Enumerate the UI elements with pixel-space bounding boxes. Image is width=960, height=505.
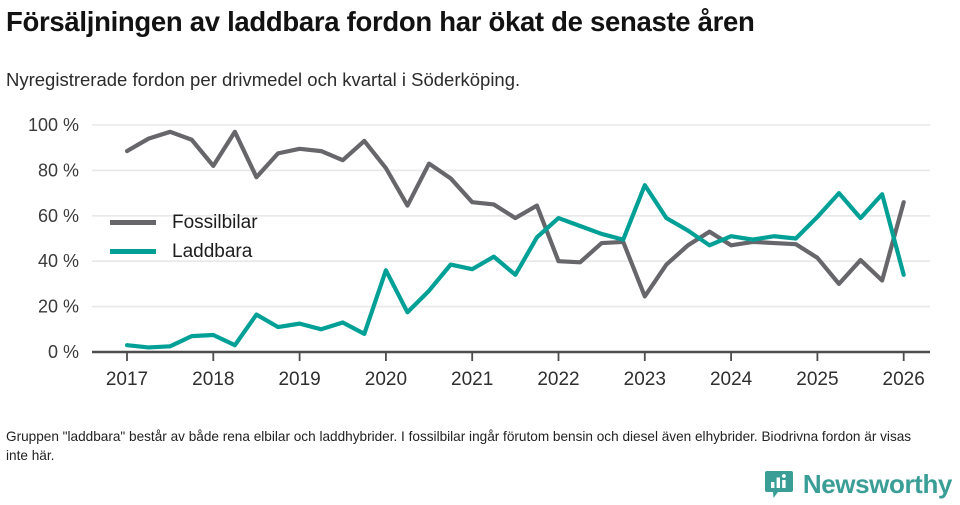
x-tick-label: 2024 (710, 369, 753, 390)
series-line-fossilbilar[interactable] (124, 129, 906, 299)
series-line-laddbara[interactable] (124, 183, 906, 350)
grid-lines (92, 124, 930, 354)
x-tick-label: 2018 (192, 369, 234, 390)
legend-item-fossilbilar[interactable]: Fossilbilar (110, 208, 370, 237)
chart-footnote: Gruppen "laddbara" består av både rena e… (6, 429, 912, 463)
page-subtitle: Nyregistrerade fordon per drivmedel och … (6, 69, 521, 90)
x-tick-label: 2026 (883, 369, 925, 390)
x-tick-label: 2023 (624, 369, 666, 390)
newsworthy-wordmark: Newsworthy (802, 469, 953, 499)
x-tick-label: 2020 (365, 369, 407, 390)
x-tick-label: 2021 (451, 369, 493, 390)
x-axis-labels: 2017 2018 2019 2020 2021 2022 2023 2024 2025 2026 (106, 369, 925, 390)
x-axis-ticks (126, 352, 905, 361)
page-title: Försäljningen av laddbara fordon har öka… (6, 6, 755, 37)
y-tick-label: 20 % (38, 297, 79, 317)
y-tick-label: 60 % (38, 206, 79, 226)
legend-item-laddbara[interactable]: Laddbara (110, 237, 370, 266)
y-tick-label: 0 % (48, 342, 79, 362)
data-series (124, 129, 906, 350)
y-tick-label: 100 % (28, 115, 79, 135)
x-tick-label: 2019 (278, 369, 320, 390)
legend-label-fossilbilar: Fossilbilar (172, 212, 258, 233)
line-chart: 0 % 20 % 40 % 60 % 80 % 100 % 2017 2018 2019 202… (0, 110, 960, 410)
legend-swatch-laddbara (110, 249, 156, 254)
chart-canvas: 0 % 20 % 40 % 60 % 80 % 100 % 2017 2018 2019 202… (28, 115, 930, 390)
y-tick-label: 40 % (38, 251, 79, 271)
x-tick-label: 2025 (796, 369, 838, 390)
newsworthy-logo[interactable]: Newsworthy (764, 467, 952, 501)
x-tick-label: 2017 (106, 369, 148, 390)
x-tick-label: 2022 (537, 369, 579, 390)
chart-legend: Fossilbilar Laddbara (110, 208, 370, 266)
legend-label-laddbara: Laddbara (172, 241, 253, 262)
bar-chart-speech-bubble-icon (764, 469, 794, 499)
y-tick-label: 80 % (38, 160, 79, 180)
legend-swatch-fossilbilar (110, 220, 156, 225)
y-axis-labels: 0 % 20 % 40 % 60 % 80 % 100 % (28, 115, 79, 362)
